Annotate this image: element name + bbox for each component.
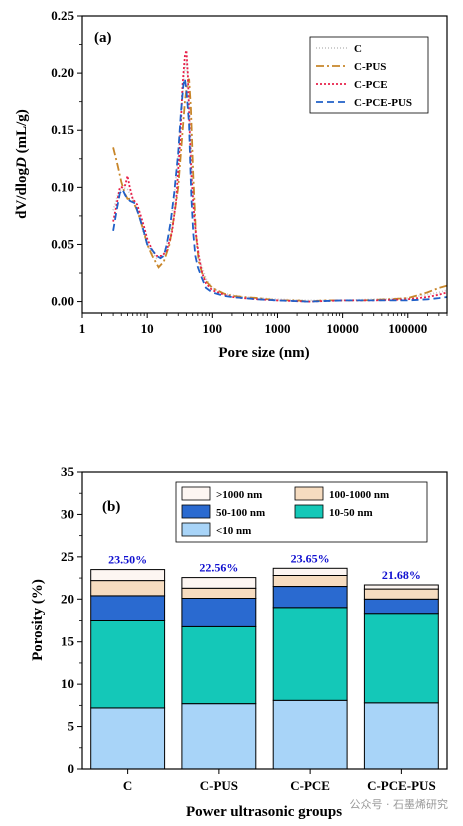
chart-a-xtick-label: 100000 [388,321,427,336]
chart-b-bar-2-0 [272,699,348,770]
chart-b-bar-1-2 [181,597,257,627]
chart-a-panel-label: (a) [94,30,112,46]
chart-a-xtick-label: 10000 [326,321,359,336]
chart-b-ytick-label: 20 [61,591,74,606]
chart-b-xtick-label-1: C-PUS [200,778,238,793]
chart-b-bar-3-1 [363,613,439,704]
chart-a: 1 10 100 1000 10000 100000 0.00 0.05 0.10 0.15 0.2… [14,8,448,361]
chart-b-total-label-0: 23.50% [108,553,147,567]
chart-b-bar-0-1 [90,620,166,709]
chart-b-legend-swatch-4 [181,486,211,501]
chart-a-xtick-label: 10 [141,321,154,336]
chart-b-legend-label-4: >1000 nm [216,489,262,501]
chart-b-bar-2-1 [272,607,348,701]
chart-b-ytick-label: 15 [61,634,75,649]
chart-a-xtick-label: 1000 [264,321,290,336]
chart-a-legend-label-3: C-PCE-PUS [354,97,412,109]
chart-b-total-label-3: 21.68% [382,568,421,582]
chart-a-ytick-label: 0.20 [51,65,74,80]
chart-a-ylabel: dV/dlogD (mL/g) [14,109,30,219]
chart-a-ytick-label: 0.10 [51,179,74,194]
chart-b-bar-1-3 [181,587,257,599]
chart-b-bar-0-4 [90,569,166,582]
chart-b-bar-3-4 [363,584,439,590]
chart-b-bar-3-2 [363,598,439,615]
chart-b-bars: 23.50% 22.56% 23.65% 21.68% [90,551,439,770]
chart-b-legend-label-0: <10 nm [216,525,251,537]
chart-b-bar-3-3 [363,588,439,600]
chart-a-ytick-label: 0.15 [51,122,74,137]
chart-b-legend-swatch-1 [294,504,324,519]
chart-a-xtick-label: 100 [203,321,223,336]
chart-b-ytick-label: 10 [61,676,74,691]
chart-a-legend-label-1: C-PUS [354,61,386,73]
chart-b-bar-2-4 [272,567,348,576]
chart-b-legend-label-1: 10-50 nm [329,507,373,519]
chart-b-ytick-label: 0 [68,761,75,776]
chart-b-bar-3-0 [363,702,439,770]
chart-b-legend-swatch-2 [181,504,211,519]
chart-b-ytick-label: 30 [61,506,74,521]
chart-b-ylabel: Porosity (%) [30,579,46,661]
chart-a-legend-box [309,36,429,114]
chart-a-ytick-label: 0.00 [51,294,74,309]
chart-a-ytick-label: 0.25 [51,8,74,23]
chart-a-series-line-2 [112,50,448,303]
chart-a-ylabel-part2: D [14,157,30,169]
chart-b-bar-1-1 [181,625,257,705]
chart-a-series-lines [112,50,448,303]
chart-b-bar-2-3 [272,575,348,587]
chart-b-xlabel: Power ultrasonic groups [186,804,342,820]
chart-b-xtick-label-2: C-PCE [290,778,330,793]
chart-a-legend-label-2: C-PCE [354,79,388,91]
chart-a-ylabel-part3: (mL/g) [14,109,30,157]
chart-a-legend-label-0: C [354,43,362,55]
chart-b-legend-swatch-3 [294,486,324,501]
chart-b-frame [81,471,448,770]
chart-a-frame [81,15,448,314]
chart-a-series-line-3 [112,78,448,303]
chart-b-bar-1-4 [181,577,257,589]
watermark: 公众号 · 石墨烯研究 [350,797,449,811]
chart-b-axes: 0 5 10 15 20 25 30 35 C C-PUS C-PCE C-PCE-PUS [61,464,436,793]
chart-b-ytick-label: 5 [68,719,75,734]
chart-b-legend-label-2: 50-100 nm [216,507,265,519]
chart-b-panel-label: (b) [102,499,120,515]
chart-a-ylabel-part1: dV/dlog [14,167,30,218]
chart-a-ytick-label: 0.05 [51,236,74,251]
chart-b-legend-label-3: 100-1000 nm [329,489,389,501]
chart-b-total-label-2: 23.65% [291,551,330,565]
chart-a-xlabel: Pore size (nm) [218,345,309,361]
chart-b-ytick-label: 35 [61,464,75,479]
chart-b-bar-0-2 [90,595,166,622]
chart-a-xtick-label: 1 [79,321,86,336]
chart-b-bar-0-0 [90,707,166,770]
chart-b: 0 5 10 15 20 25 30 35 C C-PUS C-PCE C-PCE-PUS 23.50… [30,464,448,820]
chart-b-legend-swatch-0 [181,522,211,537]
chart-b-total-label-1: 22.56% [199,561,238,575]
chart-a-legend: C C-PUS C-PCE C-PCE-PUS [309,36,429,114]
chart-b-legend: >1000 nm 100-1000 nm 50-100 nm 10-50 nm <10 … [175,481,428,543]
chart-b-bar-0-3 [90,580,166,597]
chart-b-xtick-label-3: C-PCE-PUS [367,778,436,793]
chart-b-bar-2-2 [272,586,348,609]
chart-b-bar-1-0 [181,703,257,770]
chart-b-ytick-label: 25 [61,549,75,564]
chart-b-xtick-label-0: C [123,778,132,793]
